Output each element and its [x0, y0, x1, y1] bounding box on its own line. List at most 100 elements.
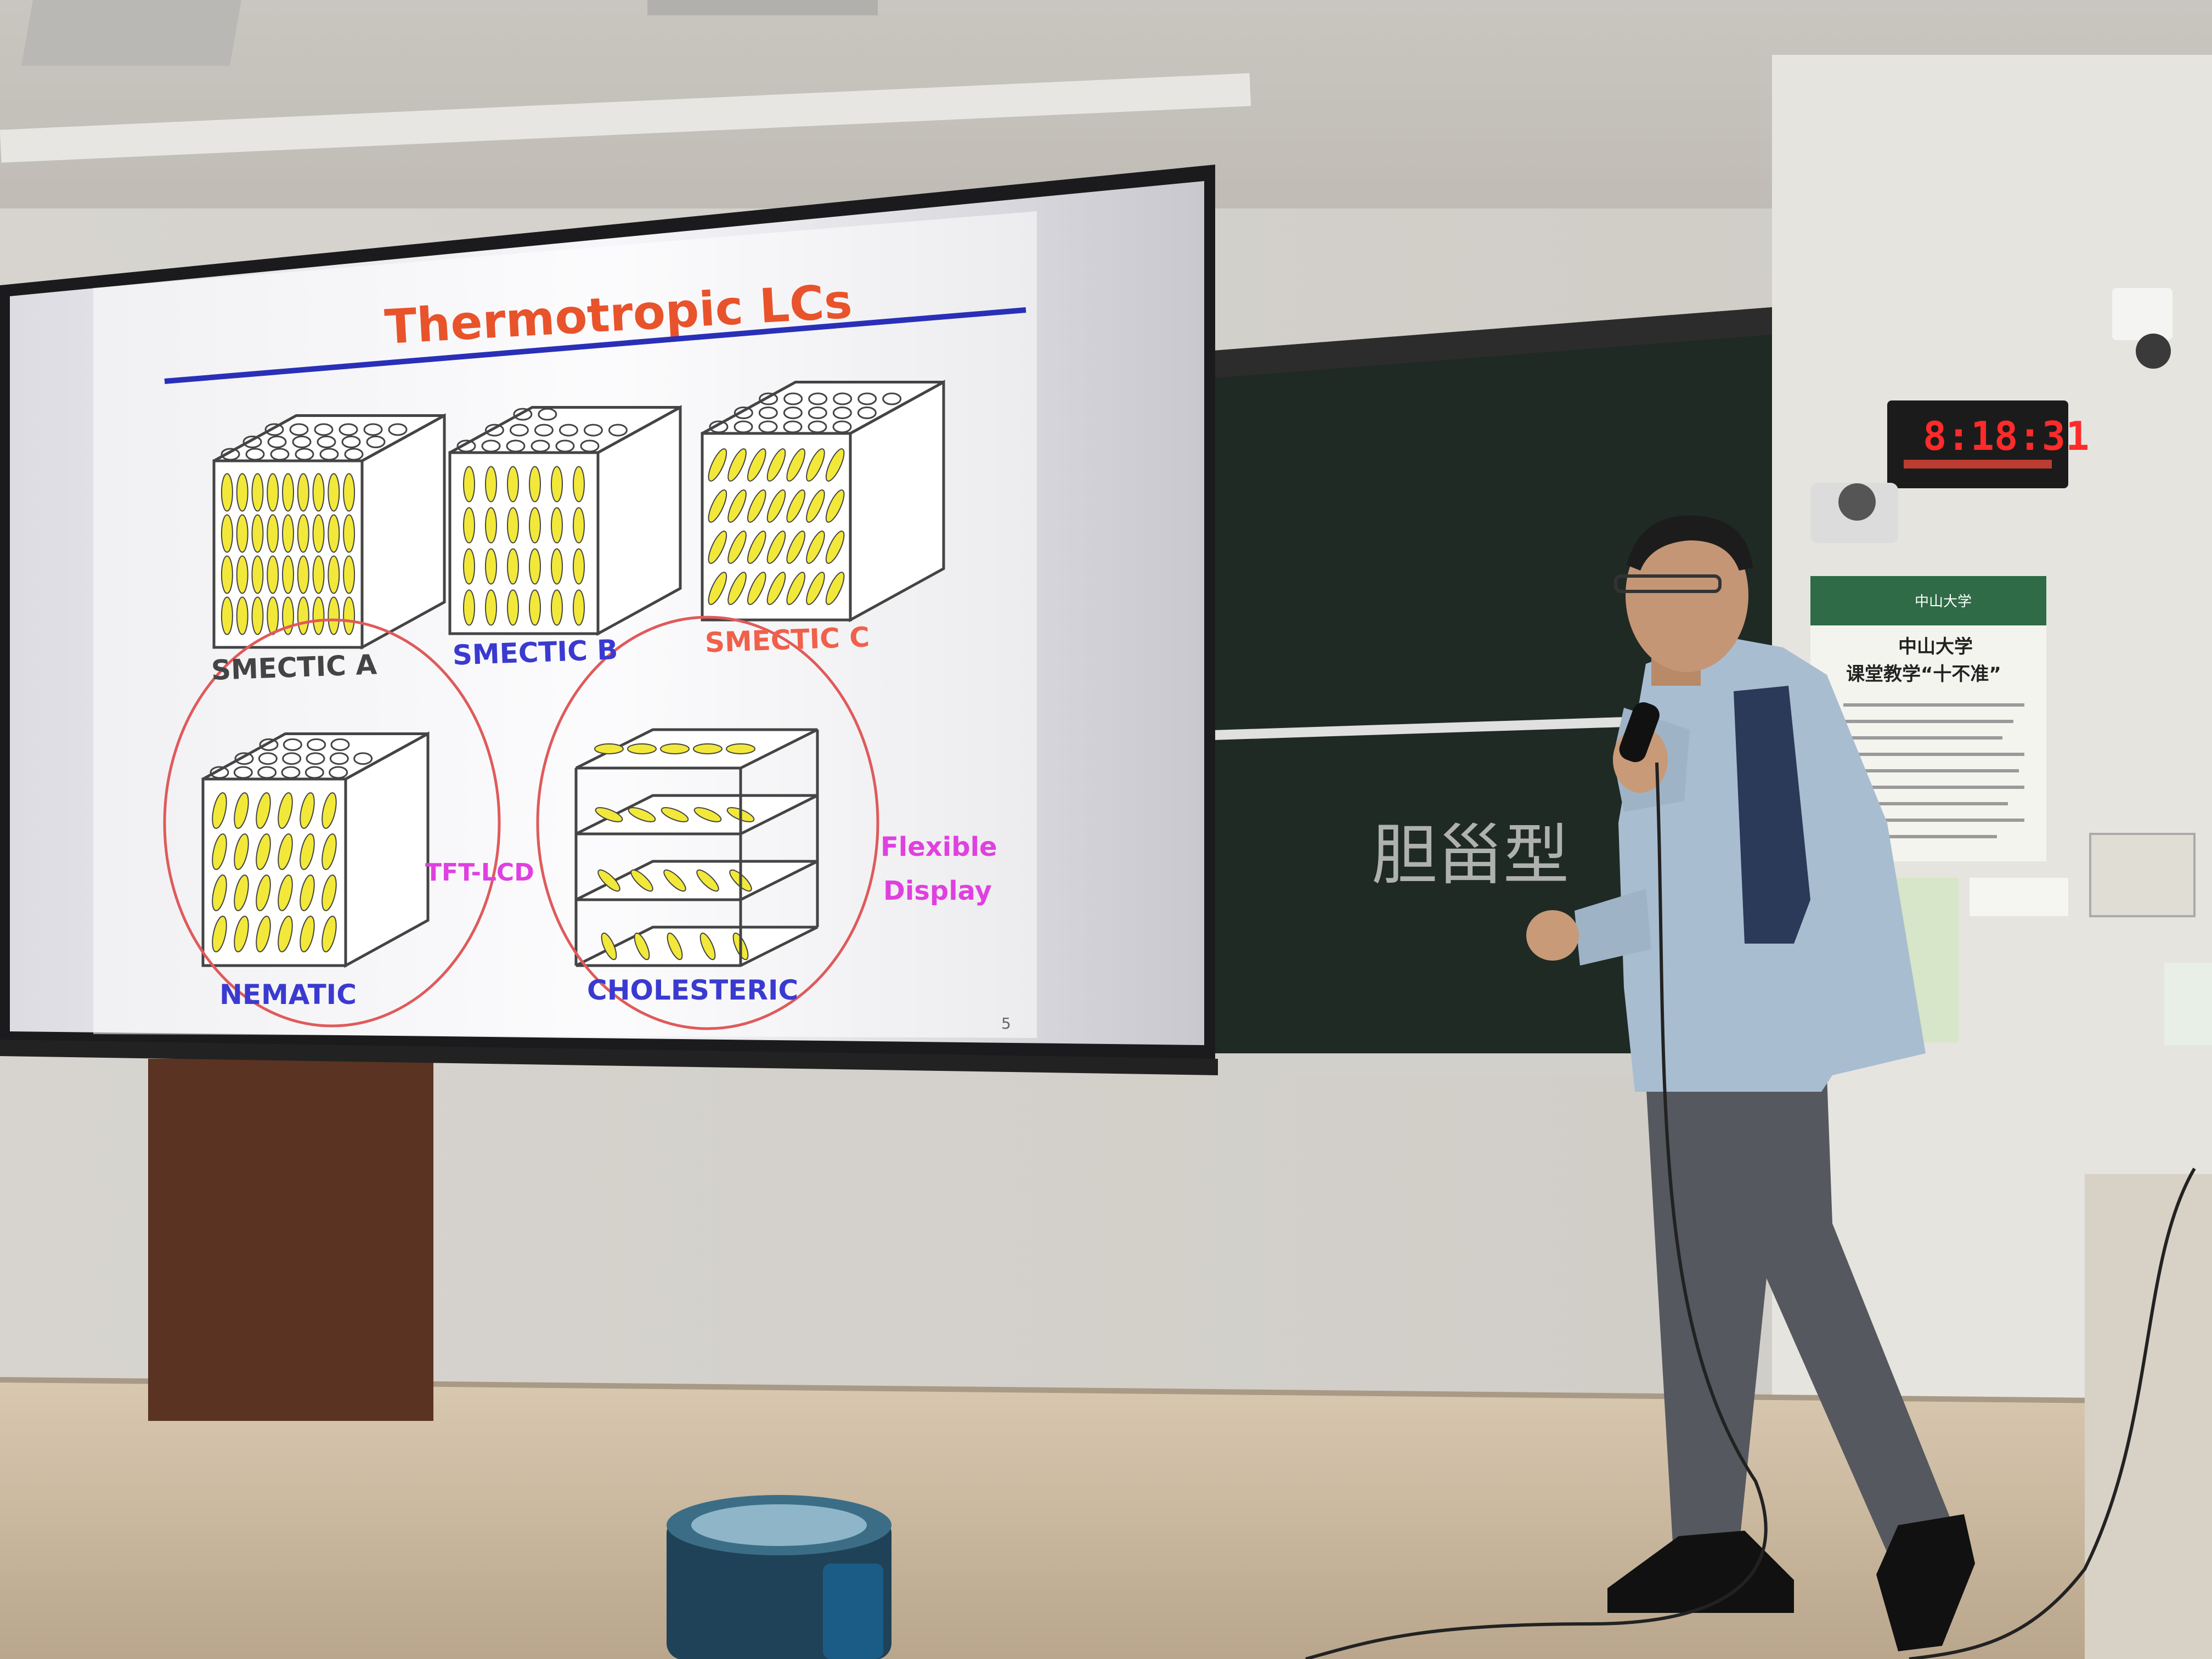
nematic-top-molecule [257, 766, 277, 779]
nematic-cube-side [344, 731, 430, 968]
smectic-a-molecule [297, 555, 309, 594]
smectic-b-molecule [463, 466, 475, 503]
smectic-b-molecule [551, 507, 563, 544]
microphone-icon [1619, 702, 1660, 763]
smectic-c-molecule [786, 448, 805, 482]
smectic-a-molecule [267, 596, 279, 635]
smectic-b-molecule [485, 466, 497, 503]
cholesteric-molecule [594, 743, 624, 754]
smectic-c-top-molecule [759, 392, 778, 405]
smectic-a-top-molecule [388, 423, 408, 436]
smectic-c-top-molecule [857, 407, 877, 419]
smectic-c-molecule [727, 489, 747, 523]
smectic-b-molecule [529, 507, 541, 544]
nematic-molecule [212, 833, 227, 870]
presenter [1305, 515, 2196, 1659]
smectic-c-molecule [786, 572, 805, 605]
smectic-c-top-molecule [709, 420, 729, 433]
chalkboard-handwriting: 胆甾型 [1372, 817, 1569, 894]
smectic-a-top-molecule [270, 448, 290, 461]
smectic-c-top-molecule [832, 420, 852, 433]
smectic-a-molecule [236, 473, 249, 512]
smectic-c-top-molecule [833, 392, 853, 405]
smectic-c-molecule [727, 448, 747, 482]
smectic-c-molecule [747, 489, 766, 523]
nematic-top-molecule [304, 766, 324, 779]
smectic-c-top-molecule [758, 420, 778, 433]
smectic-a-molecule [297, 473, 309, 512]
smectic-a-molecule [343, 514, 356, 553]
smectic-b-molecule [485, 507, 497, 544]
nematic-molecule [256, 874, 271, 911]
cholesteric-highlight-circle [536, 616, 879, 1030]
smectic-b-molecule [529, 589, 541, 626]
smectic-a-molecule [282, 514, 294, 553]
nematic-top-molecule [306, 752, 325, 765]
smectic-b-molecule [551, 548, 563, 585]
smectic-a-top-molecule [363, 423, 383, 436]
smectic-b-top-molecule [509, 424, 529, 437]
smectic-a-molecule [236, 596, 249, 635]
nematic-top-molecule [329, 766, 348, 779]
smectic-a-top-molecule [245, 448, 265, 461]
smectic-a-top-molecule [314, 423, 334, 436]
podium [2085, 1174, 2212, 1659]
nematic-molecule [321, 792, 337, 829]
nematic-top-molecule [234, 752, 254, 765]
smectic-c-top-molecule [733, 407, 753, 419]
smectic-a-molecule [312, 473, 325, 512]
cholesteric-molecule [696, 869, 719, 892]
smectic-a-top-molecule [317, 436, 336, 448]
nematic-top-molecule [258, 752, 278, 765]
cholesteric-molecule [628, 807, 656, 822]
smectic-c-molecule [747, 448, 766, 482]
smectic-c-molecule [727, 531, 747, 564]
smectic-b-top-molecule [538, 408, 557, 421]
smectic-a-cube-side [360, 413, 446, 650]
smectic-a-top-molecule [267, 436, 287, 448]
cholesteric-molecule [726, 743, 755, 754]
label-tft-lcd: TFT-LCD [425, 859, 534, 887]
smectic-c-top-molecule [733, 420, 753, 433]
smectic-a-molecule [312, 514, 325, 553]
smectic-c-molecule [806, 572, 825, 605]
label-flexible: Flexible [881, 832, 997, 862]
ceiling-light-left [21, 0, 241, 66]
smectic-c-top-molecule [808, 420, 827, 433]
smectic-b-molecule [551, 589, 563, 626]
smectic-c-molecule [766, 448, 786, 482]
smectic-c-molecule [825, 531, 845, 564]
nematic-molecule [256, 833, 271, 870]
smectic-b-molecule [485, 548, 497, 585]
notice-header: 中山大学 [1915, 594, 1972, 610]
wall-door-top [148, 1059, 433, 1421]
slide: Thermotropic LCs SMECTIC A SMECTIC B SME… [93, 211, 1037, 1038]
smectic-b-top-molecule [558, 424, 578, 437]
security-camera-body [2112, 288, 2172, 340]
nematic-top-molecule [329, 752, 349, 765]
nematic-top-molecule [330, 738, 350, 751]
notice-title-line2: 课堂教学“十不准” [1846, 663, 2001, 685]
smectic-c-molecule [747, 531, 766, 564]
cholesteric-molecule [597, 869, 620, 892]
smectic-c-molecule [825, 448, 845, 482]
nematic-molecule [300, 792, 315, 829]
smectic-a-molecule [236, 514, 249, 553]
label-nematic: NEMATIC [219, 979, 357, 1011]
smectic-a-molecule [282, 555, 294, 594]
clock-time: 8:18:31 [1923, 413, 2089, 459]
smectic-c-molecule [825, 489, 845, 523]
presenter-head [1626, 518, 1748, 672]
screen-housing [0, 73, 1251, 163]
smectic-c-top-molecule [783, 392, 803, 405]
smectic-b-top-molecule [580, 439, 600, 453]
smectic-b-top-molecule [506, 439, 526, 453]
smectic-b-top-molecule [583, 424, 603, 437]
smectic-b-molecule [529, 548, 541, 585]
smectic-b-cube-side [596, 405, 682, 636]
nematic-molecule [278, 833, 293, 870]
cholesteric-molecule [627, 743, 657, 754]
cholesteric-molecule [660, 743, 690, 754]
nematic-molecule [321, 874, 337, 911]
smectic-a-top-molecule [366, 436, 386, 448]
